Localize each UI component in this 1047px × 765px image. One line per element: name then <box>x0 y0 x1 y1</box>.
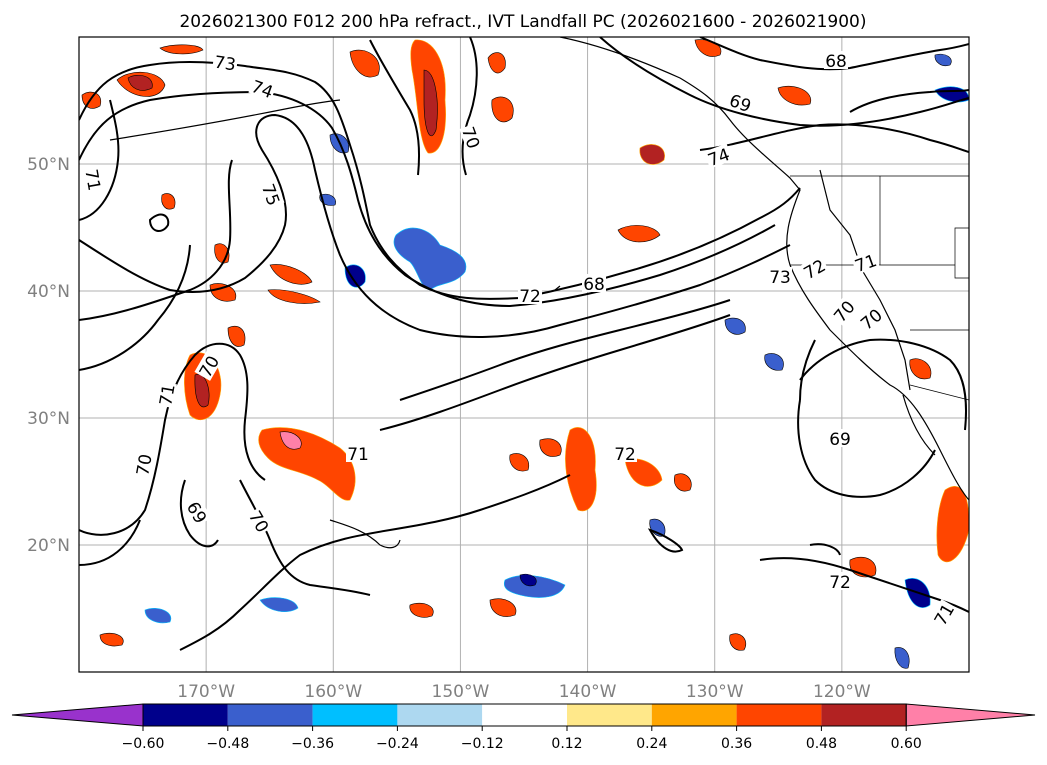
colorbar-extend-high <box>905 703 1036 727</box>
contour-label: 68 <box>582 274 606 295</box>
colorbar-tick-label: 0.24 <box>636 736 667 752</box>
chart-title: 2026021300 F012 200 hPa refract., IVT La… <box>179 12 866 32</box>
map-background <box>79 37 969 672</box>
lon-label: 150°W <box>432 682 490 702</box>
svg-text:72: 72 <box>829 573 851 593</box>
negative-anomaly-regions <box>144 53 969 669</box>
lat-label: 50°N <box>27 155 70 175</box>
colorbar-segment <box>312 704 398 726</box>
contour-label: 72 <box>828 572 852 593</box>
coastlines <box>109 37 969 549</box>
svg-text:72: 72 <box>614 445 636 465</box>
lon-label: 130°W <box>686 682 744 702</box>
lon-label: 170°W <box>177 682 235 702</box>
colorbar-segment <box>736 704 822 726</box>
colorbar-segment <box>482 704 567 726</box>
lat-label: 40°N <box>27 282 70 302</box>
svg-text:71: 71 <box>80 168 103 193</box>
colorbar-tick-label: −0.12 <box>461 736 504 752</box>
map-frame <box>78 36 970 673</box>
colorbar-segment <box>651 704 737 726</box>
svg-text:71: 71 <box>347 445 369 465</box>
svg-text:72: 72 <box>519 287 541 307</box>
colorbar-segment <box>227 704 313 726</box>
refractivity-contours <box>79 37 969 651</box>
colorbar-extend-low <box>11 703 144 727</box>
svg-text:71: 71 <box>156 383 179 408</box>
svg-text:68: 68 <box>825 52 847 72</box>
colorbar-tick-label: 0.12 <box>551 736 582 752</box>
longitude-labels: 170°W 160°W 150°W 140°W 130°W 120°W <box>177 682 871 702</box>
colorbar-segment <box>821 704 907 726</box>
lon-label: 160°W <box>304 682 362 702</box>
svg-text:73: 73 <box>769 268 791 288</box>
contour-label: 69 <box>828 429 852 450</box>
contour-label: 70 <box>132 451 157 479</box>
colorbar: −0.60 −0.48 −0.36 −0.24 −0.12 0.12 0.24 0.36 0.4… <box>11 703 1036 752</box>
contour-label: 72 <box>518 286 542 307</box>
colorbar-segment <box>397 704 483 726</box>
contour-label: 72 <box>613 444 637 465</box>
colorbar-tick-label: 0.60 <box>891 736 922 752</box>
colorbar-segment <box>567 704 652 726</box>
colorbar-segment <box>143 704 228 726</box>
lat-label: 30°N <box>27 409 70 429</box>
lat-label: 20°N <box>27 536 70 556</box>
lon-label: 120°W <box>813 682 871 702</box>
svg-text:70: 70 <box>133 453 156 478</box>
contour-label: 73 <box>768 267 792 288</box>
svg-text:68: 68 <box>583 275 605 295</box>
contour-label: 71 <box>155 381 180 409</box>
colorbar-tick-label: −0.36 <box>291 736 334 752</box>
colorbar-tick-label: −0.24 <box>376 736 419 752</box>
lon-label: 140°W <box>559 682 617 702</box>
contour-label: 68 <box>824 51 848 72</box>
colorbar-tick-label: −0.48 <box>206 736 249 752</box>
svg-text:73: 73 <box>213 53 237 76</box>
colorbar-tick-label: −0.60 <box>122 736 165 752</box>
contour-label: 71 <box>80 166 105 194</box>
colorbar-tick-label: 0.48 <box>806 736 837 752</box>
colorbar-frame <box>142 703 907 727</box>
contour-label: 73 <box>212 51 239 75</box>
svg-text:69: 69 <box>829 430 851 450</box>
contour-label: 71 <box>346 444 370 465</box>
colorbar-tick-label: 0.36 <box>721 736 752 752</box>
latitude-labels: 50°N 40°N 30°N 20°N <box>27 155 70 556</box>
